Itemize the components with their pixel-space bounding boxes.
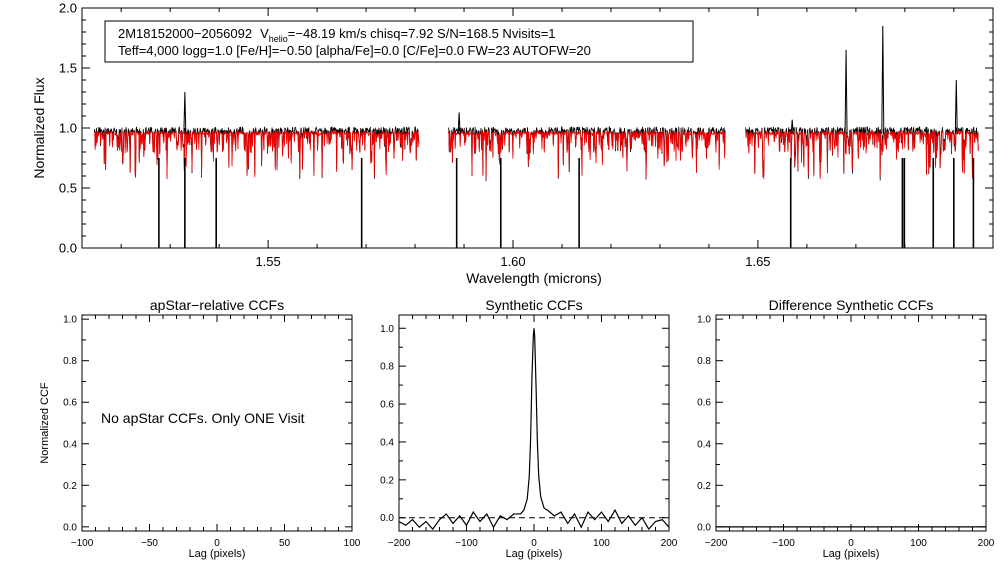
y-tick-label: 0.0 [380,513,394,524]
x-tick-label: −100 [772,538,795,549]
x-tick-label: 100 [910,538,927,549]
y-tick-label: 0.4 [63,439,77,450]
spectrum-y-axis-label: Normalized Flux [31,77,47,178]
apstar-ccf-x-axis-label: Lag (pixels) [189,548,246,560]
spectrum-info-line-2: Teff=4,000 logg=1.0 [Fe/H]=−0.50 [alpha/… [118,43,591,58]
y-tick-label: 0.8 [380,362,394,373]
emission-spike [844,49,848,135]
y-tick-label: 0.0 [63,522,77,533]
ccf-series-line [398,328,670,531]
x-tick-label: 0 [848,538,854,549]
spectrum-traces [93,25,979,248]
spectrum-info-box [104,20,694,63]
synthetic-ccf-trace [398,328,670,531]
y-tick-label: 0.5 [59,181,77,196]
spectrum-ticks: 1.55 1.60 1.65 0.0 0.5 1.0 1.5 2.0 [59,1,993,269]
x-tick-label: −100 [455,538,478,549]
x-tick-label: 1.55 [255,254,280,269]
x-tick-label: −200 [388,538,411,549]
emission-spike [881,25,885,135]
synthetic-model-segment [447,129,726,180]
apstar-ccf-panel: apStar−relative CCFs −100 −50 0 50 100 0.0 0.2… [39,297,361,560]
difference-ccf-ticks: −200 −100 0 100 200 0.0 0.2 0.4 0.6 0.8 1.0 [697,315,995,549]
synthetic-ccf-title: Synthetic CCFs [485,297,582,313]
spectrum-info-line-1: 2M18152000−2056092 Vhelio=−48.19 km/s chi… [118,26,556,44]
x-tick-label: 200 [978,538,995,549]
y-tick-label: 2.0 [59,1,77,16]
y-tick-label: 0.6 [697,398,711,409]
synthetic-ccf-x-axis-label: Lag (pixels) [506,548,563,560]
emission-spike [954,79,958,135]
x-tick-label: 1.60 [500,254,525,269]
y-tick-label: 0.2 [380,475,394,486]
y-tick-label: 0.6 [380,400,394,411]
star-id: 2M18152000−2056092 [118,26,252,41]
apstar-ccf-ticks: −100 −50 0 50 100 0.0 0.2 0.4 0.6 0.8 1.0 [63,315,361,549]
synthetic-ccf-panel: Synthetic CCFs −200 −100 0 100 200 0.0 0.2 0.4 0… [380,297,678,560]
y-tick-label: 0.6 [63,398,77,409]
synthetic-model-segment [745,129,979,180]
difference-ccf-title: Difference Synthetic CCFs [769,297,934,313]
x-tick-label: 200 [661,538,678,549]
x-tick-label: −200 [705,538,728,549]
x-tick-label: 0 [214,538,220,549]
x-tick-label: 100 [344,538,361,549]
x-tick-label: 50 [279,538,291,549]
velocity-subscript: helio [269,34,288,44]
difference-ccf-x-axis-label: Lag (pixels) [823,548,880,560]
y-tick-label: 0.4 [380,437,394,448]
y-tick-label: 0.0 [697,522,711,533]
apstar-ccf-message: No apStar CCFs. Only ONE Visit [101,410,305,426]
emission-spike [183,91,187,135]
y-tick-label: 0.8 [63,356,77,367]
y-tick-label: 0.2 [63,481,77,492]
synthetic-model-segment [94,129,420,180]
y-tick-label: 1.0 [380,324,394,335]
difference-ccf-panel: Difference Synthetic CCFs −200 −100 0 100 20… [697,297,995,560]
y-tick-label: 0.0 [59,241,77,256]
y-tick-label: 1.0 [697,315,711,326]
spectrum-panel: 1.55 1.60 1.65 0.0 0.5 1.0 1.5 2.0 2M18152000−2… [31,1,994,286]
apstar-ccf-title: apStar−relative CCFs [150,297,284,313]
emission-spike [457,112,461,135]
y-tick-label: 0.8 [697,356,711,367]
y-tick-label: 1.0 [63,315,77,326]
x-tick-label: −100 [71,538,94,549]
apstar-ccf-y-axis-label: Normalized CCF [39,382,51,464]
y-tick-label: 1.5 [59,61,77,76]
y-tick-label: 0.4 [697,439,711,450]
spectrum-x-axis-label: Wavelength (microns) [466,270,602,286]
y-tick-label: 1.0 [59,121,77,136]
emission-spike [790,119,794,135]
x-tick-label: 100 [593,538,610,549]
fit-summary: =−48.19 km/s chisq=7.92 S/N=168.5 Nvisit… [288,26,556,41]
x-tick-label: 1.65 [745,254,770,269]
y-tick-label: 0.2 [697,481,711,492]
x-tick-label: 0 [531,538,537,549]
velocity-symbol: V [260,26,269,41]
x-tick-label: −50 [141,538,158,549]
